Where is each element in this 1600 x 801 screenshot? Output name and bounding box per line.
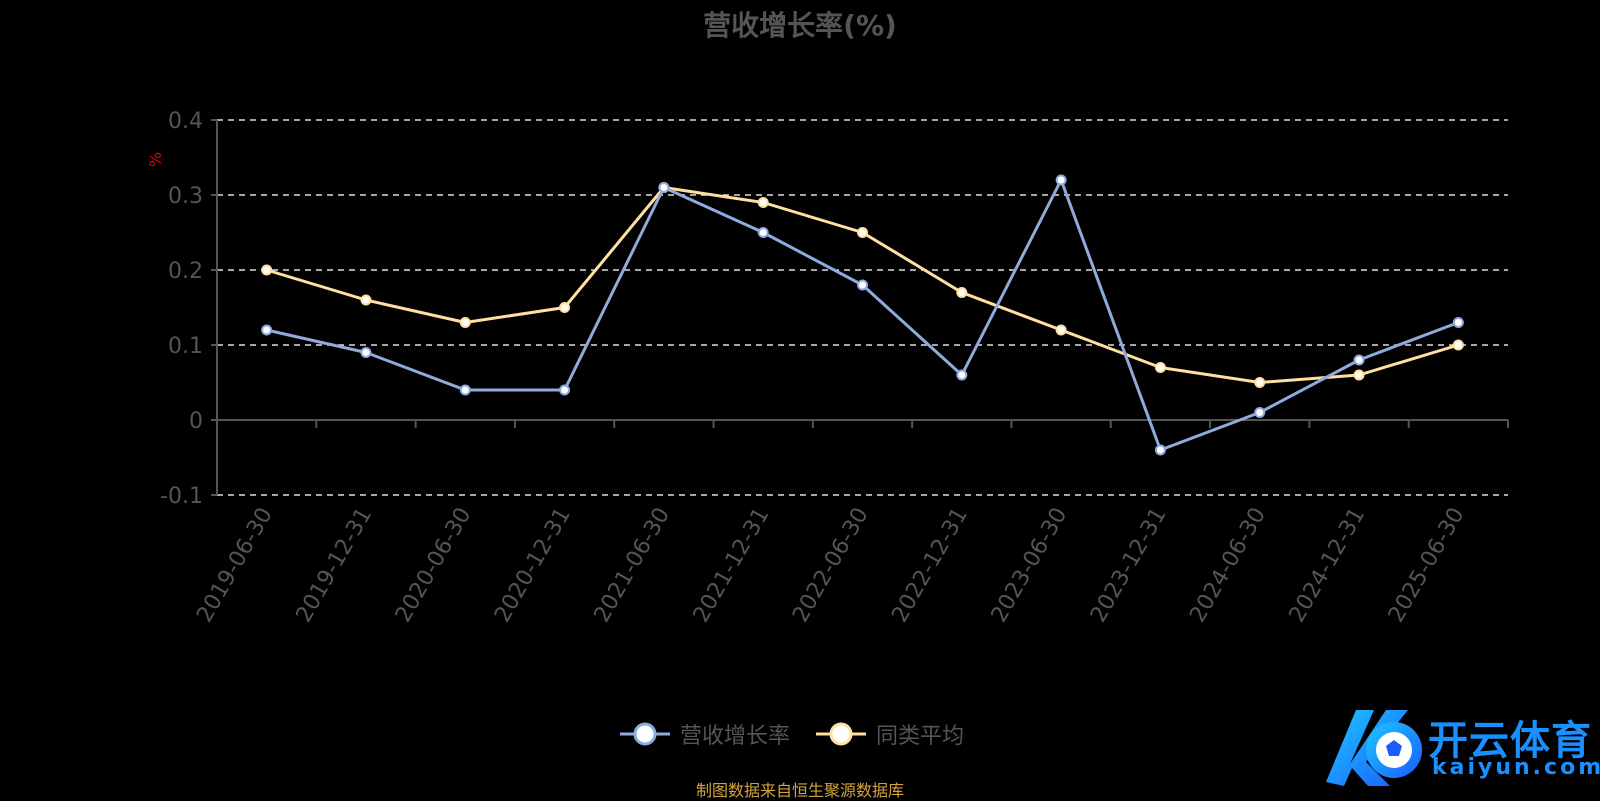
legend-item-revenue-growth[interactable]: 营收增长率	[620, 718, 790, 750]
data-point-series-0	[459, 384, 471, 396]
x-tick-label: 2021-06-30	[590, 504, 676, 627]
x-tick-label: 2020-12-31	[490, 504, 576, 627]
data-point-series-0	[857, 279, 868, 291]
data-point-series-1	[261, 264, 273, 276]
data-point-series-1	[559, 302, 571, 313]
data-point-series-1	[360, 294, 372, 306]
x-tick-label: 2022-12-31	[887, 503, 973, 626]
data-point-series-0	[658, 182, 670, 193]
data-point-series-0	[956, 369, 968, 381]
x-tick-label: 2025-06-30	[1384, 504, 1470, 627]
watermark-subtitle: kaiyun.com	[1432, 755, 1600, 780]
y-tick-label: 0.2	[168, 259, 203, 284]
watermark-title: 开云体育	[1428, 718, 1592, 764]
data-point-series-0	[261, 324, 273, 336]
legend-item-peer-average[interactable]: 同类平均	[816, 718, 964, 750]
series-lines	[266, 178, 1459, 452]
data-point-series-1	[1254, 377, 1266, 388]
x-tick-label: 2022-06-30	[788, 504, 874, 627]
data-point-series-0	[1353, 354, 1365, 366]
x-tick-label: 2024-12-31	[1285, 504, 1371, 627]
data-point-series-1	[1353, 369, 1365, 381]
data-point-series-1	[1055, 324, 1067, 336]
y-tick-label: 0	[189, 409, 203, 434]
data-point-series-1	[1452, 339, 1464, 351]
x-tick-labels: 2019-06-30 2019-12-31 2020-06-30 2020-12-31…	[192, 503, 1469, 626]
series-line-0	[266, 178, 1459, 452]
y-tick-label: -0.1	[160, 484, 203, 509]
data-point-series-0	[360, 347, 372, 358]
axes	[211, 119, 1509, 496]
kaiyun-logo-icon	[1326, 710, 1422, 786]
data-point-series-0	[1452, 317, 1464, 328]
y-tick-labels: 0.4 0.3 0.2 0.1 0 -0.1	[160, 109, 203, 509]
y-tick-label: 0.1	[168, 334, 203, 359]
data-point-series-1	[857, 227, 868, 238]
y-tick-label: 0.3	[168, 184, 203, 209]
legend: 营收增长率 同类平均	[620, 718, 964, 750]
series-points	[261, 174, 1464, 456]
x-tick-label: 2020-06-30	[391, 504, 477, 627]
data-point-series-0	[1055, 174, 1067, 186]
y-tick-label: 0.4	[168, 109, 203, 134]
data-point-series-0	[1154, 444, 1166, 456]
data-point-series-0	[757, 227, 769, 238]
data-point-series-1	[459, 317, 471, 328]
x-tick-label: 2019-06-30	[192, 504, 278, 627]
data-point-series-0	[559, 384, 571, 396]
x-tick-label: 2021-12-31	[689, 504, 775, 627]
x-tick-label: 2024-06-30	[1185, 504, 1271, 627]
data-point-series-0	[1254, 407, 1266, 418]
data-point-series-1	[1154, 362, 1166, 373]
grid-lines	[217, 119, 1508, 496]
data-point-series-1	[757, 197, 769, 208]
data-source-note: 制图数据来自恒生聚源数据库	[695, 781, 904, 800]
legend-marker-peer-average	[816, 722, 867, 746]
legend-label-peer-average: 同类平均	[876, 724, 965, 749]
chart-title: 营收增长率(%)	[703, 9, 897, 42]
legend-marker-revenue-growth	[620, 722, 670, 746]
x-tick-label: 2023-06-30	[987, 504, 1073, 627]
x-tick-label: 2019-12-31	[292, 504, 378, 627]
x-tick-label: 2023-12-31	[1086, 504, 1172, 627]
legend-label-revenue-growth: 营收增长率	[680, 724, 791, 749]
data-point-series-1	[956, 287, 968, 298]
